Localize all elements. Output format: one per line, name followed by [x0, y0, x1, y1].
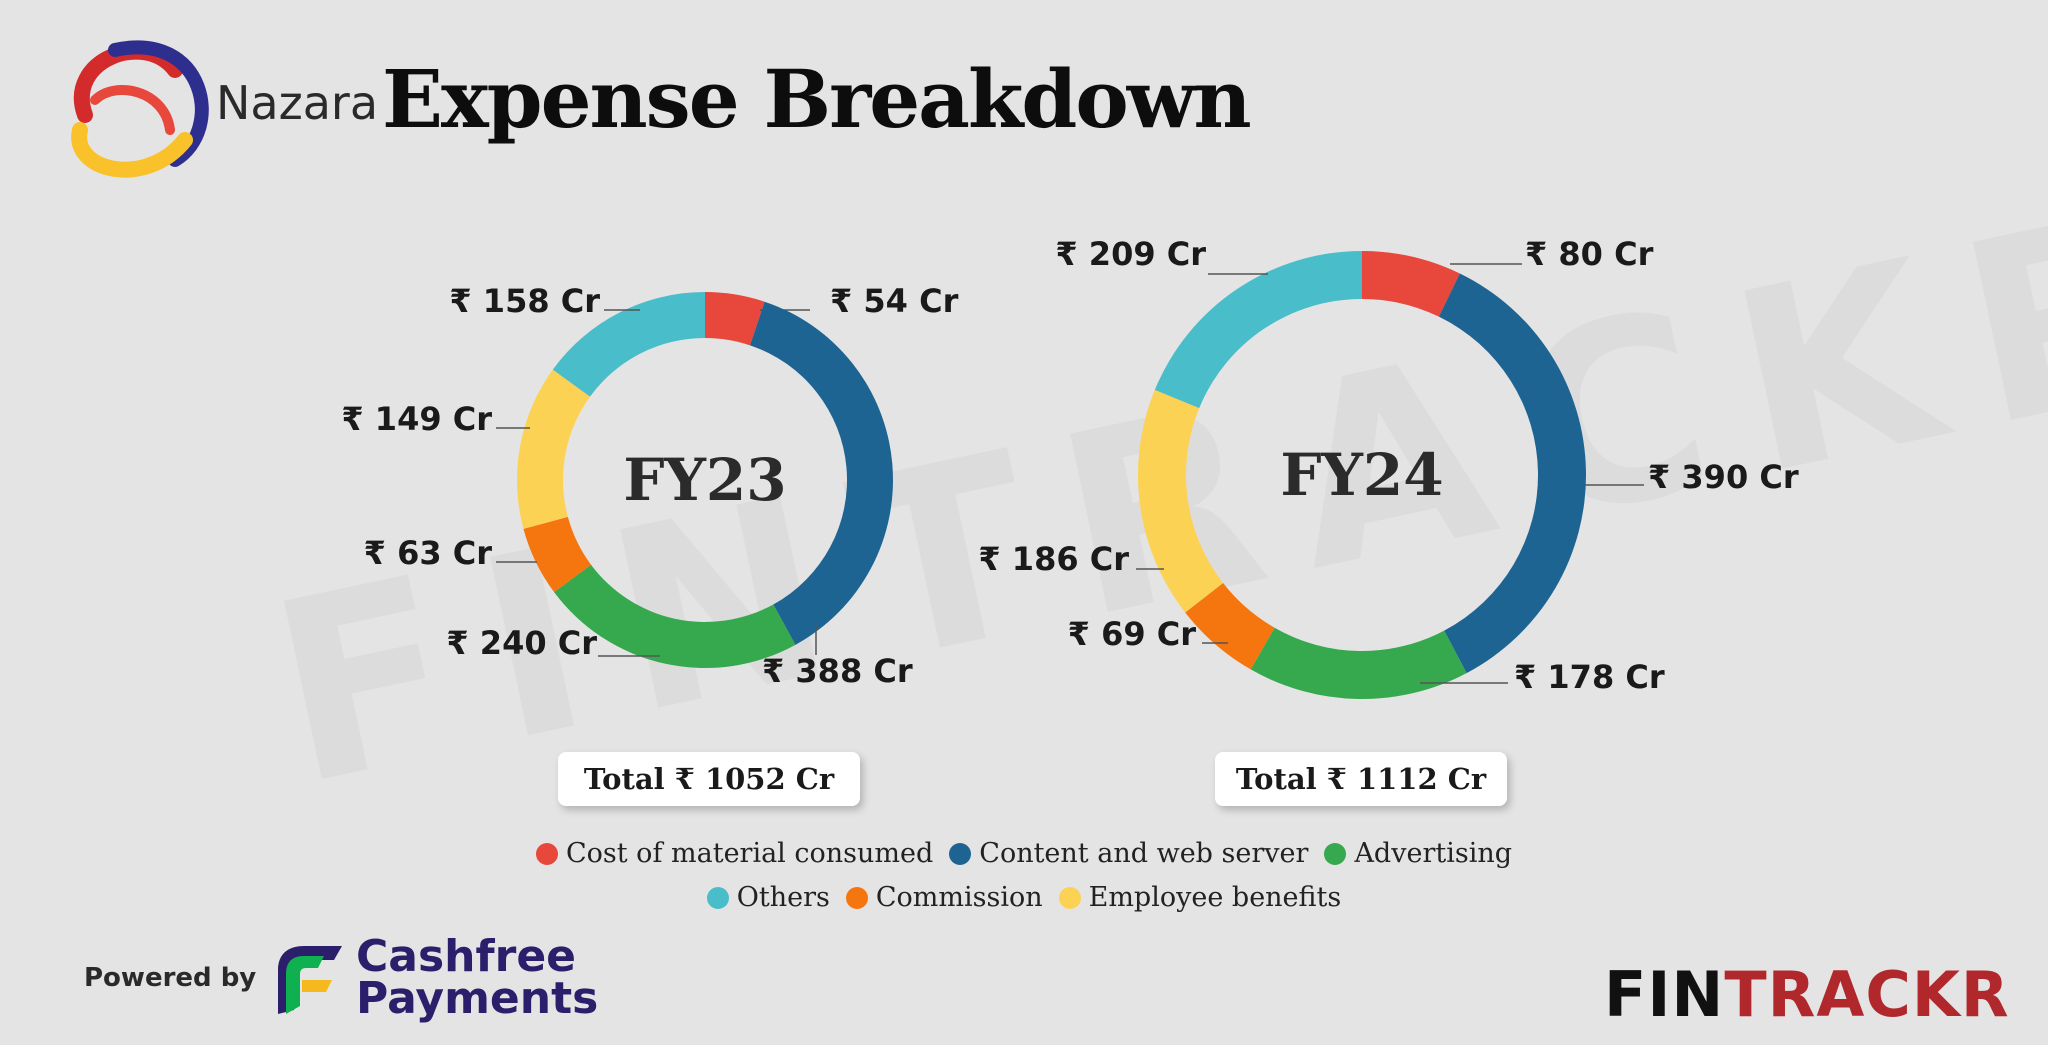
slice-value-label: ₹ 69 Cr [1068, 615, 1197, 653]
donut-slice-employee-benefits [516, 369, 591, 529]
legend-item-content-web-server: Content and web server [949, 838, 1308, 869]
legend-label: Others [736, 882, 830, 913]
fy23-total-box: Total ₹ 1052 Cr [558, 752, 860, 806]
legend-dot [845, 886, 868, 909]
fintrackr-logo: FINTRACKR [1604, 958, 2010, 1031]
slice-value-label: ₹ 80 Cr [1525, 235, 1654, 273]
legend-dot [706, 886, 729, 909]
donut-slice-advertising [1250, 627, 1467, 699]
slice-value-label: ₹ 149 Cr [341, 400, 492, 438]
powered-by-text: Powered by [84, 963, 257, 993]
donut-slice-others [1154, 251, 1362, 409]
legend-label: Cost of material consumed [565, 838, 934, 869]
donut-center-label: FY24 [1280, 441, 1443, 509]
total-label: Total [583, 762, 665, 796]
donut-slice-commission [1185, 583, 1275, 670]
donut-center-label: FY23 [623, 446, 786, 514]
total-label: Total [1235, 762, 1317, 796]
legend-dot [1324, 842, 1347, 865]
donut-slice-cost-of-material-consumed [1362, 251, 1460, 317]
fy24-total-box: Total ₹ 1112 Cr [1215, 752, 1507, 806]
donut-slice-content-and-web-server [750, 301, 894, 645]
fintrackr-fin: FIN [1604, 958, 1725, 1031]
legend-item-cost-of-material: Cost of material consumed [535, 838, 934, 869]
brand-name: Nazara [216, 76, 379, 130]
slice-value-label: ₹ 186 Cr [978, 540, 1129, 578]
legend-label: Commission [875, 882, 1043, 913]
donut-slice-employee-benefits [1138, 389, 1224, 613]
fy23-total-value: ₹ 1052 Cr [674, 762, 835, 796]
legend-row-1: Cost of material consumed Content and we… [0, 838, 2048, 869]
legend-label: Employee benefits [1088, 882, 1342, 913]
slice-value-label: ₹ 390 Cr [1648, 458, 1799, 496]
slice-value-label: ₹ 209 Cr [1055, 235, 1206, 273]
page-title: Expense Breakdown [382, 52, 1252, 146]
legend-label: Content and web server [979, 838, 1309, 869]
donut-slice-cost-of-material-consumed [705, 292, 765, 346]
cashfree-wordmark: Cashfree Payments [356, 931, 599, 1024]
slice-value-label: ₹ 158 Cr [449, 282, 600, 320]
slice-value-label: ₹ 178 Cr [1514, 658, 1665, 696]
donut-slice-others [552, 292, 705, 397]
legend-label: Advertising [1354, 838, 1513, 869]
cashfree-line-2: Payments [356, 973, 599, 1024]
legend-dot [535, 842, 558, 865]
legend-dot [949, 842, 972, 865]
slice-value-label: ₹ 388 Cr [762, 652, 913, 690]
donut-slice-advertising [554, 564, 796, 668]
fy24-total-value: ₹ 1112 Cr [1326, 762, 1487, 796]
legend-dot [1058, 886, 1081, 909]
nazara-logo [71, 40, 209, 178]
legend-item-others: Others [706, 882, 830, 913]
slice-value-label: ₹ 63 Cr [364, 534, 493, 572]
cashfree-line-1: Cashfree [356, 931, 577, 982]
cashfree-logo-icon [278, 946, 342, 1014]
slice-value-label: ₹ 54 Cr [830, 282, 959, 320]
legend-row-2: Others Commission Employee benefits [0, 882, 2048, 913]
slice-value-label: ₹ 240 Cr [446, 624, 597, 662]
donut-slice-content-and-web-server [1438, 273, 1586, 674]
legend-item-advertising: Advertising [1324, 838, 1512, 869]
legend-item-employee-benefits: Employee benefits [1058, 882, 1342, 913]
fintrackr-trackr: TRACKR [1724, 958, 2010, 1031]
legend-item-commission: Commission [845, 882, 1043, 913]
donut-slice-commission [523, 516, 592, 593]
